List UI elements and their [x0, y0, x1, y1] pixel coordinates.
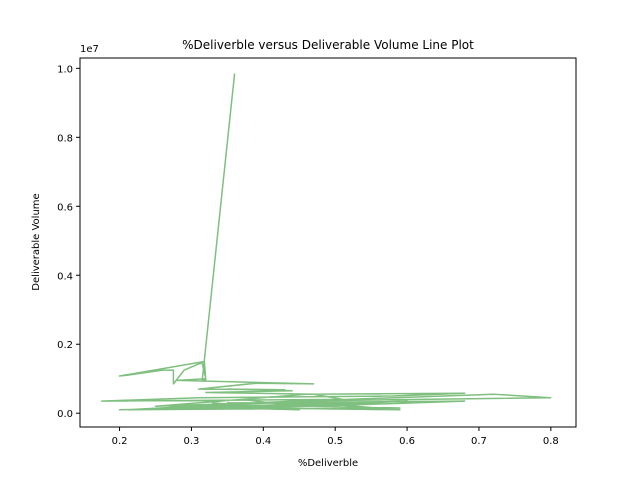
y-tick-label: 0.4 — [57, 271, 73, 282]
y-tick-label: 0.6 — [57, 202, 73, 213]
y-axis-label: Deliverable Volume — [31, 193, 42, 290]
x-tick-label: 0.4 — [255, 436, 271, 447]
y-axis-offset-label: 1e7 — [80, 44, 99, 55]
x-tick-label: 0.6 — [399, 436, 415, 447]
y-tick-label: 0.2 — [57, 340, 73, 351]
axes-frame — [79, 57, 577, 428]
y-tick-label: 1.0 — [57, 64, 73, 75]
x-tick-label: 0.7 — [471, 436, 487, 447]
x-tick-label: 0.5 — [327, 436, 343, 447]
y-tick-label: 0.8 — [57, 133, 73, 144]
x-tick-label: 0.3 — [183, 436, 199, 447]
x-axis-label: %Deliverble — [298, 458, 358, 469]
plot-area — [100, 73, 552, 411]
x-tick-label: 0.2 — [112, 436, 128, 447]
series-line-0 — [100, 73, 552, 411]
y-tick-label: 0.0 — [57, 409, 73, 420]
y-axis-ticks: 0.0 0.2 0.4 0.6 0.8 1.0 — [57, 64, 80, 420]
chart-title: %Deliverble versus Deliverable Volume Li… — [182, 38, 474, 52]
x-axis-ticks: 0.2 0.3 0.4 0.5 0.6 0.7 0.8 — [112, 427, 559, 447]
x-tick-label: 0.8 — [543, 436, 559, 447]
